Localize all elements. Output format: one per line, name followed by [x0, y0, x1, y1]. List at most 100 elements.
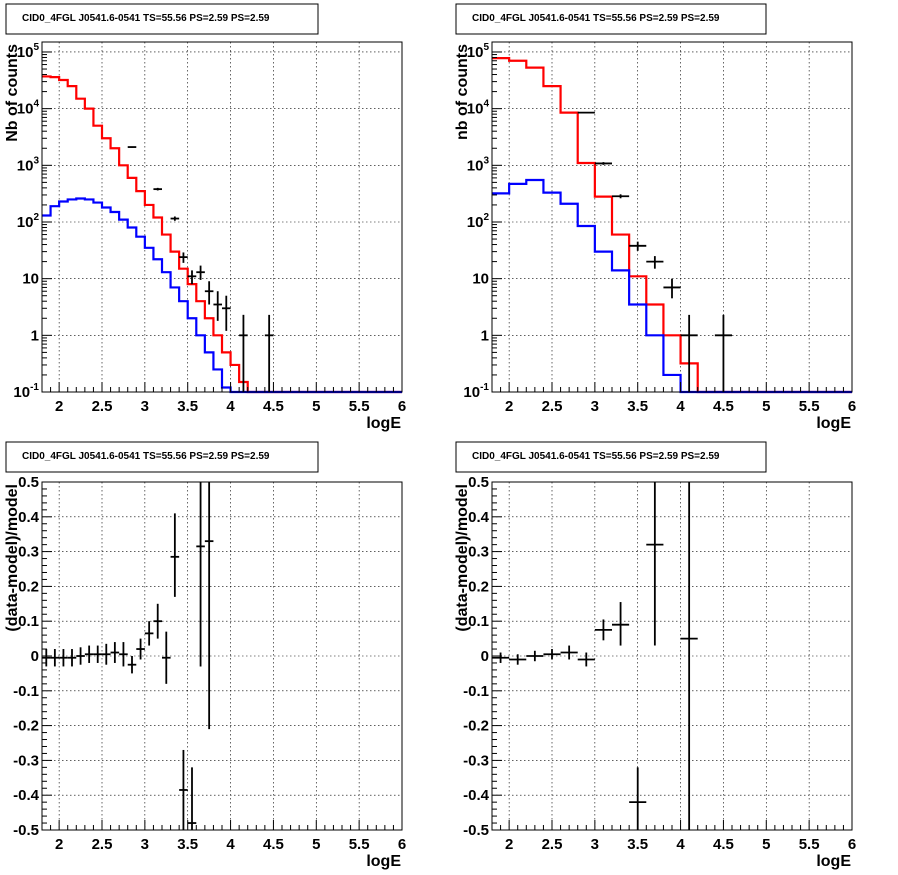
x-axis-ticks: [41, 820, 403, 830]
x-tick-label: 2.5: [542, 836, 563, 853]
y-tick-label: 0.1: [468, 613, 489, 630]
y-tick-label: 0.1: [18, 613, 39, 630]
y-tick-label: 10-1: [463, 382, 489, 401]
chart-title: CID0_4FGL J0541.6-0541 TS=55.56 PS=2.59 …: [472, 451, 720, 462]
x-tick-label: 5: [312, 836, 320, 853]
data-point: [127, 656, 137, 674]
y-axis-ticks: [492, 51, 502, 393]
y-tick-label: -0.4: [13, 787, 40, 804]
y-tick-label: 1: [481, 327, 489, 344]
y-tick-label: 102: [17, 212, 40, 231]
data-point: [629, 767, 647, 830]
data-point: [170, 216, 180, 221]
y-tick-label: 0.4: [468, 509, 490, 526]
x-tick-label: 3: [591, 398, 599, 415]
data-point: [680, 482, 698, 830]
x-tick-label: 4.5: [713, 836, 734, 853]
data-point: [153, 187, 162, 191]
data-point: [162, 631, 171, 684]
x-tick-label: 2.5: [92, 398, 113, 415]
y-tick-label: 10: [22, 271, 39, 288]
data-point: [187, 270, 197, 285]
y-tick-label: 104: [17, 99, 40, 118]
y-tick-label: -0.5: [13, 822, 39, 839]
data-point: [102, 643, 111, 665]
data-point: [76, 647, 85, 665]
y-tick-label: 104: [467, 99, 490, 118]
data-point: [492, 652, 510, 663]
y-tick-label: 0.3: [18, 544, 39, 561]
x-tick-label: 3.5: [177, 398, 198, 415]
data-point: [680, 314, 698, 392]
y-tick-label: -0.2: [463, 718, 489, 735]
x-tick-label: 4: [676, 398, 685, 415]
data-point: [170, 513, 180, 597]
data-points: [492, 482, 698, 830]
data-point: [187, 767, 197, 830]
y-tick-label: 10: [472, 271, 489, 288]
y-tick-label: 0: [31, 648, 39, 665]
data-point: [526, 650, 544, 662]
y-tick-label: -0.2: [13, 718, 39, 735]
x-tick-label: 5: [312, 398, 320, 415]
x-tick-label: 2: [505, 836, 513, 853]
y-tick-label: 0.4: [18, 509, 40, 526]
x-tick-label: 5.5: [349, 836, 370, 853]
x-tick-label: 4.5: [263, 398, 284, 415]
x-tick-label: 4.5: [713, 398, 734, 415]
data-point: [136, 638, 145, 660]
data-point: [714, 314, 732, 392]
data-point: [93, 645, 102, 663]
data-point: [543, 649, 561, 660]
data-point: [612, 602, 630, 646]
data-point: [239, 314, 248, 392]
y-tick-label: 0.2: [18, 578, 39, 595]
data-point: [50, 649, 60, 667]
data-point: [110, 642, 120, 663]
y-tick-label: 103: [17, 155, 40, 174]
data-points: [127, 146, 274, 392]
x-axis-label: logE: [366, 853, 401, 870]
x-tick-label: 3: [141, 836, 149, 853]
y-tick-label: 0.5: [468, 474, 489, 491]
plot-area: [42, 42, 402, 392]
x-tick-label: 6: [848, 836, 856, 853]
x-tick-label: 3: [591, 836, 599, 853]
y-axis-label: Nb of counts: [4, 44, 21, 142]
x-axis-ticks: [41, 382, 403, 392]
data-point: [119, 642, 128, 667]
chart-title-box: [5, 3, 319, 35]
chart-title: CID0_4FGL J0541.6-0541 TS=55.56 PS=2.59 …: [22, 13, 270, 24]
data-point: [646, 256, 664, 269]
data-point: [67, 649, 77, 667]
x-tick-label: 5.5: [799, 836, 820, 853]
data-point: [577, 652, 595, 667]
data-point: [577, 111, 595, 114]
y-tick-label: 0.3: [468, 544, 489, 561]
x-axis-label: logE: [816, 853, 851, 870]
x-tick-label: 4: [676, 836, 685, 853]
x-axis-label: logE: [816, 415, 851, 432]
y-axis-ticks: [42, 481, 52, 831]
data-points: [577, 111, 732, 392]
x-tick-label: 2: [55, 398, 63, 415]
y-tick-label: -0.3: [13, 752, 39, 769]
x-tick-label: 5.5: [799, 398, 820, 415]
data-point: [264, 314, 274, 392]
y-tick-label: -0.3: [463, 752, 489, 769]
data-point: [196, 265, 205, 280]
data-point: [153, 603, 162, 639]
grid-lines: [42, 42, 402, 392]
y-tick-label: 102: [467, 212, 490, 231]
x-tick-label: 6: [848, 398, 856, 415]
data-point: [612, 194, 630, 199]
x-tick-label: 3.5: [627, 398, 648, 415]
data-point: [196, 482, 205, 667]
y-axis-ticks: [42, 51, 52, 393]
grid-lines: [492, 42, 852, 392]
data-point: [594, 162, 612, 165]
chart-panel-4: CID0_4FGL J0541.6-0541 TS=55.56 PS=2.59 …: [454, 441, 856, 870]
plot-area: [492, 42, 852, 392]
chart-panel-2: CID0_4FGL J0541.6-0541 TS=55.56 PS=2.59 …: [454, 3, 856, 432]
